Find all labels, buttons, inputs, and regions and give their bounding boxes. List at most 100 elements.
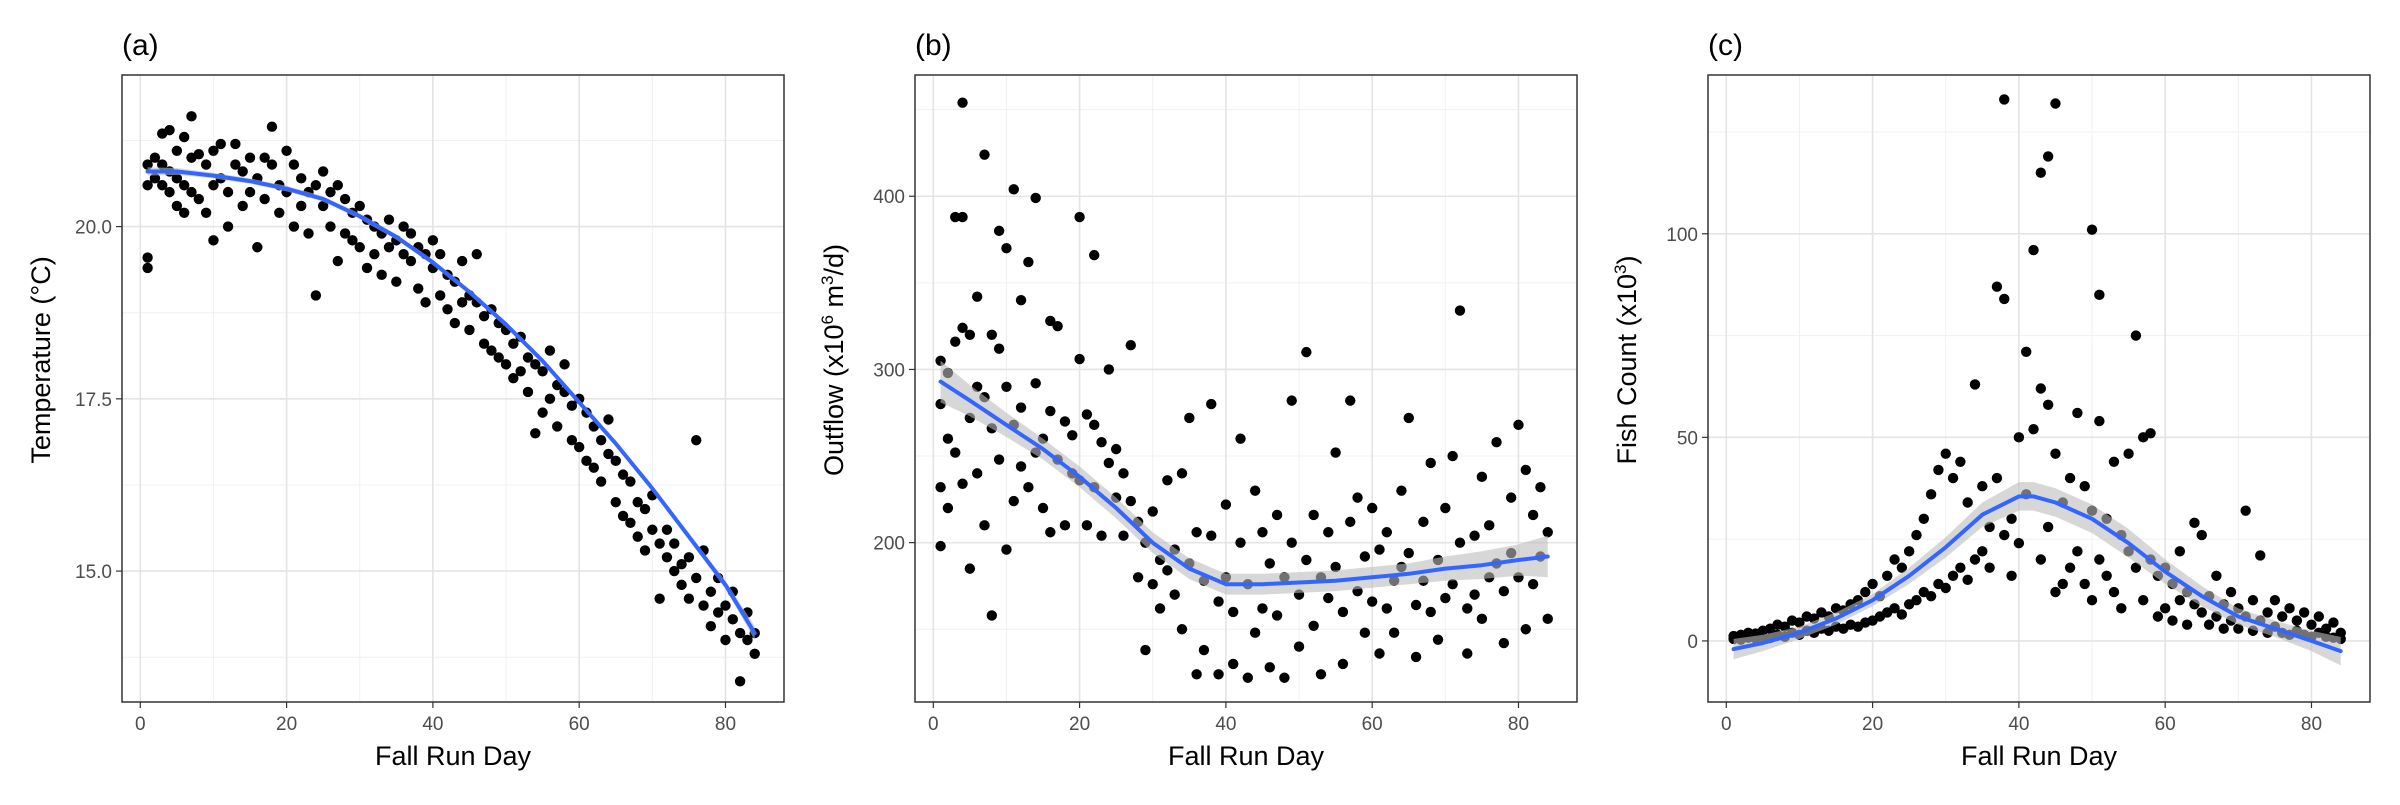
panel-c-ylabel: Fish Count (x103) xyxy=(1611,255,1642,464)
panel-a-point xyxy=(142,262,153,274)
panel-b-point xyxy=(1059,520,1071,531)
panel-b-point xyxy=(1330,561,1341,573)
panel-c-point xyxy=(1933,464,1944,476)
panel-b-point xyxy=(1045,315,1056,327)
panel-c-point xyxy=(2013,432,2025,443)
panel-a-point xyxy=(449,317,461,329)
panel-b-ytick-label: 200 xyxy=(873,534,905,555)
panel-b-point xyxy=(1227,658,1239,670)
panel-b-point xyxy=(1447,579,1458,590)
panel-b-point xyxy=(1301,554,1312,566)
panel-a-point xyxy=(164,124,175,136)
panel-a-point xyxy=(354,200,365,212)
panel-b-point xyxy=(1103,457,1115,469)
panel-c-point xyxy=(1889,554,1900,565)
panel-a-point xyxy=(698,600,709,611)
panel-a-point xyxy=(647,524,658,535)
panel-b-point xyxy=(1037,502,1049,514)
panel-b-xtick-label: 80 xyxy=(1508,714,1529,735)
panel-a-point xyxy=(610,496,621,508)
panel-a-point xyxy=(259,193,270,205)
panel-b-point xyxy=(1469,589,1480,600)
panel-c-point xyxy=(1947,570,1959,581)
panel-b-point xyxy=(1227,606,1239,618)
panel-c-point xyxy=(1896,562,1908,573)
panel-a-point xyxy=(625,517,636,529)
panel-a-point xyxy=(193,193,205,205)
panel-b-point xyxy=(1162,475,1173,486)
panel-c-point xyxy=(2313,611,2324,622)
panel-b-point xyxy=(1045,527,1056,538)
panel-b-point xyxy=(1096,436,1107,448)
panel-c-point xyxy=(2094,415,2105,427)
panel-a-plot-area xyxy=(122,75,784,702)
panel-c-point xyxy=(2079,481,2090,492)
panel-c-xtick-label: 40 xyxy=(2008,714,2029,735)
panel-a-point xyxy=(720,634,731,646)
panel-c-point xyxy=(2218,623,2229,634)
panel-b-point xyxy=(1096,530,1107,541)
panel-b-panel-border xyxy=(914,74,1578,703)
panel-c-point xyxy=(1903,546,1915,557)
panel-a-point xyxy=(325,221,336,232)
panel-c-point xyxy=(2108,456,2120,467)
panel-b-point xyxy=(1162,565,1173,576)
panel-b-point xyxy=(1089,419,1100,431)
panel-a-point xyxy=(361,262,373,274)
panel-b-point xyxy=(1308,509,1319,521)
panel-c-point xyxy=(2035,383,2047,394)
panel-b-point xyxy=(1513,419,1524,431)
panel-a-point xyxy=(317,166,329,177)
panel-a-point xyxy=(508,372,519,384)
panel-b-point xyxy=(1110,443,1122,455)
panel-a-point xyxy=(193,149,205,160)
panel-a-point xyxy=(654,538,665,549)
panel-c-point xyxy=(2064,562,2076,573)
panel-b-plot-background xyxy=(915,75,1577,702)
panel-c-point xyxy=(2189,517,2200,529)
panel-b-xtick-label: 60 xyxy=(1362,714,1383,735)
panel-c-point xyxy=(2064,472,2076,484)
panel-c-point xyxy=(2079,578,2090,590)
panel-b-ylabel-sup1: 6 xyxy=(818,315,837,324)
panel-b-point xyxy=(1315,669,1327,680)
panel-b-point xyxy=(950,336,961,347)
panel-a-point xyxy=(383,214,395,225)
panel-c-point xyxy=(2328,617,2339,628)
panel-b-point xyxy=(1023,256,1034,268)
panel-b-point xyxy=(1337,606,1349,618)
panel-b-point xyxy=(964,329,976,341)
panel-a-point xyxy=(544,345,556,356)
panel-a-point xyxy=(208,180,219,191)
panel-b-point xyxy=(1498,585,1510,597)
panel-b-ytick-label: 400 xyxy=(873,187,905,208)
panel-b-point xyxy=(1103,364,1115,375)
panel-c-point xyxy=(1940,448,1951,459)
panel-c-panel-border xyxy=(1707,74,2371,703)
panel-b-ylabel-post: /d) xyxy=(819,244,849,276)
panel-b-point xyxy=(1535,482,1546,493)
panel-a-point xyxy=(149,173,161,184)
panel-c-point xyxy=(2035,554,2047,565)
panel-a-point xyxy=(142,180,153,191)
panel-c-point xyxy=(2233,623,2244,634)
panel-c-point xyxy=(1999,529,2010,541)
panel-c-ylabel-pre: Fish Count (x10 xyxy=(1612,274,1642,465)
panel-a-xtick-label: 60 xyxy=(569,714,590,735)
panel-b-xtick-label: 20 xyxy=(1069,714,1090,735)
panel-a-point xyxy=(420,297,431,308)
panel-b-ylabel-sup2: 3 xyxy=(818,276,837,285)
panel-a-point xyxy=(391,276,402,287)
panel-c-xtick-label: 80 xyxy=(2301,714,2322,735)
panel-a-point xyxy=(142,159,153,170)
panel-c-point xyxy=(2159,603,2171,614)
panel-b-ylabel: Outflow (x106 m3/d) xyxy=(818,244,849,476)
panel-b-point xyxy=(1359,627,1371,638)
panel-a-point xyxy=(200,207,212,219)
panel-b-point xyxy=(1191,527,1202,538)
panel-b-point xyxy=(1264,662,1275,673)
panel-c-point xyxy=(2116,603,2127,614)
panel-c-point xyxy=(1955,456,1966,467)
panel-a-point xyxy=(705,586,717,597)
panel-a-point xyxy=(405,228,417,239)
